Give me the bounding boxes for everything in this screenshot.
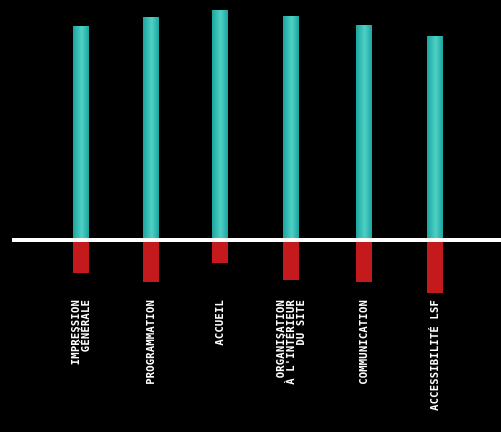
category-label-organisation-a-l-interieur-du-site-line-1: ORGANISATION xyxy=(275,300,287,378)
category-label-programmation: PROGRAMMATION xyxy=(145,300,157,385)
bar-positive-accueil xyxy=(212,10,228,240)
category-label-impression-generale-line-1: IMPRESSION xyxy=(70,300,82,365)
bar-negative-impression-generale xyxy=(73,240,89,273)
bar-negative-accueil xyxy=(212,240,228,263)
bar-positive-impression-generale xyxy=(73,26,89,240)
bar-positive-communication xyxy=(356,25,372,240)
positive-bars xyxy=(73,10,443,240)
bar-negative-organisation-a-l-interieur-du-site xyxy=(283,240,299,280)
bar-negative-communication xyxy=(356,240,372,282)
bar-positive-accessibilite-lsf xyxy=(427,36,443,240)
bar-negative-accessibilite-lsf xyxy=(427,240,443,293)
bar-negative-programmation xyxy=(143,240,159,282)
category-label-organisation-a-l-interieur-du-site-line-3: DU SITE xyxy=(295,300,307,346)
category-label-accessibilite-lsf: ACCESSIBILITÉ LSF xyxy=(428,300,441,411)
category-label-communication: COMMUNICATION xyxy=(358,300,370,385)
negative-bars xyxy=(73,240,443,293)
bar-positive-programmation xyxy=(143,17,159,240)
category-label-organisation-a-l-interieur-du-site-line-2: À L'INTÉRIEUR xyxy=(284,300,297,385)
bar-positive-organisation-a-l-interieur-du-site xyxy=(283,16,299,240)
category-label-accueil: ACCUEIL xyxy=(214,300,226,346)
category-label-impression-generale-line-2: GÉNÉRALE xyxy=(79,300,92,352)
